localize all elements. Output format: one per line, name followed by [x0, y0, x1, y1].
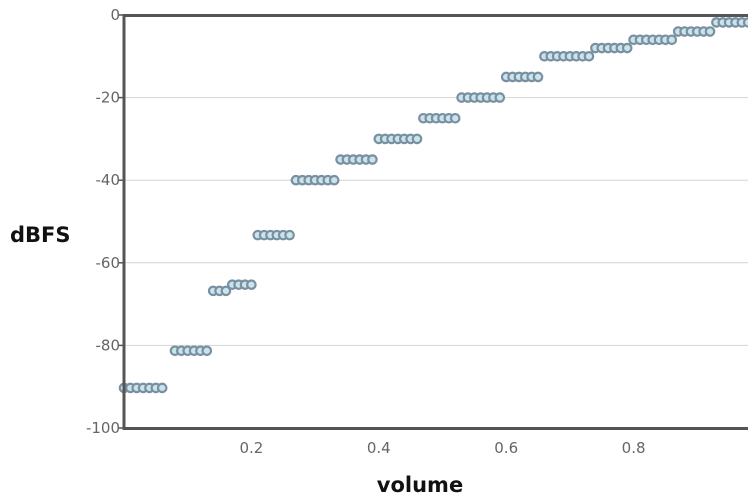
data-points: [118, 17, 748, 394]
data-point: [449, 112, 461, 124]
data-point: [583, 50, 595, 62]
data-point: [156, 382, 168, 394]
x-axis-title: volume: [377, 473, 463, 496]
x-tick-label: 0.2: [239, 439, 263, 457]
y-axis-title: dBFS: [10, 223, 71, 247]
data-point: [246, 279, 257, 290]
x-tick-label: 0.8: [622, 439, 646, 457]
y-tick-label: -60: [96, 254, 121, 272]
grid-lines: [124, 97, 748, 346]
data-point: [666, 34, 678, 46]
data-point: [220, 285, 232, 297]
y-tick-label: -40: [96, 171, 121, 189]
y-tick-label: -80: [96, 336, 121, 354]
data-point: [411, 133, 423, 145]
data-point: [284, 229, 295, 241]
y-tick-label: 0: [110, 6, 120, 24]
data-point: [704, 26, 716, 37]
x-axis-ticks: 0.2 0.4 0.6 0.8: [239, 439, 645, 457]
data-point: [742, 17, 748, 28]
y-axis-ticks: 0 -20 -40 -60 -80 -100: [86, 6, 124, 437]
data-point: [532, 71, 544, 83]
y-tick-label: -20: [96, 89, 121, 107]
data-point: [201, 345, 213, 357]
data-point: [328, 174, 340, 186]
x-tick-label: 0.6: [494, 439, 518, 457]
data-point: [621, 42, 633, 54]
x-tick-label: 0.4: [367, 439, 391, 457]
y-tick-label: -100: [86, 419, 120, 437]
data-point: [367, 154, 378, 165]
data-point: [494, 92, 506, 103]
